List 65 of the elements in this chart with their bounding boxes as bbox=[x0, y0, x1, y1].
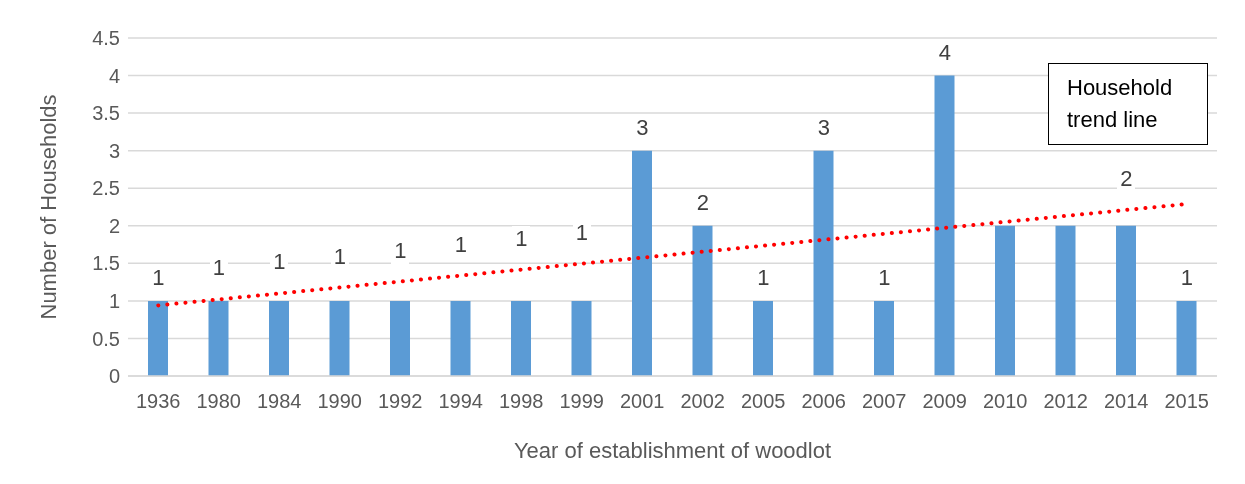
bar bbox=[1055, 225, 1076, 376]
data-label: 1 bbox=[330, 243, 349, 270]
y-tick-label: 4.5 bbox=[92, 27, 120, 50]
data-label: 1 bbox=[875, 264, 894, 291]
bar bbox=[148, 300, 168, 376]
data-label: 1 bbox=[512, 225, 531, 252]
y-tick-label: 4 bbox=[108, 64, 120, 87]
x-tick-label: 1992 bbox=[378, 390, 423, 413]
x-tick-label: 2007 bbox=[862, 390, 907, 413]
data-label: 1 bbox=[149, 264, 168, 291]
bar bbox=[632, 150, 652, 376]
data-label: 1 bbox=[451, 231, 470, 258]
x-tick-label: 2009 bbox=[922, 390, 967, 413]
bar bbox=[511, 300, 531, 376]
x-tick-label: 2012 bbox=[1043, 390, 1088, 413]
bar bbox=[692, 225, 713, 376]
y-tick-label: 2.5 bbox=[92, 177, 120, 200]
x-tick-label: 1994 bbox=[438, 390, 483, 413]
y-tick-label: 1.5 bbox=[92, 252, 120, 275]
bar bbox=[934, 75, 955, 376]
data-label: 1 bbox=[270, 249, 289, 276]
data-label: 3 bbox=[633, 114, 652, 141]
x-tick-label: 2014 bbox=[1104, 390, 1149, 413]
y-tick-label: 0.5 bbox=[92, 327, 120, 350]
data-label: 3 bbox=[814, 114, 833, 141]
bar bbox=[450, 300, 471, 376]
y-tick-label: 0 bbox=[108, 365, 120, 388]
data-label: 1 bbox=[754, 264, 773, 291]
data-label: 4 bbox=[935, 39, 954, 66]
y-tick-label: 2 bbox=[108, 214, 120, 237]
x-tick-label: 2006 bbox=[801, 390, 846, 413]
y-tick-label: 1 bbox=[108, 289, 120, 312]
bar bbox=[390, 300, 410, 376]
x-tick-label: 2001 bbox=[620, 390, 665, 413]
x-tick-label: 1984 bbox=[257, 390, 302, 413]
text: Household trend line bbox=[1067, 75, 1173, 132]
y-axis-title: Number of Households bbox=[35, 94, 61, 320]
x-tick-label: 1998 bbox=[499, 390, 544, 413]
bar bbox=[269, 300, 289, 376]
data-label: 2 bbox=[693, 189, 712, 216]
bar bbox=[208, 300, 229, 376]
x-tick-label: 1990 bbox=[317, 390, 362, 413]
bar bbox=[995, 225, 1015, 376]
y-tick-label: 3.5 bbox=[92, 102, 120, 125]
bar bbox=[1176, 300, 1197, 376]
data-label: 1 bbox=[572, 219, 591, 246]
x-tick-label: 1936 bbox=[136, 390, 181, 413]
data-label: 2 bbox=[1117, 165, 1136, 192]
x-tick-label: 1980 bbox=[196, 390, 241, 413]
data-label: 1 bbox=[391, 237, 410, 264]
bar bbox=[813, 150, 834, 376]
bar bbox=[329, 300, 350, 376]
data-label: 1 bbox=[1177, 264, 1196, 291]
x-tick-label: 2002 bbox=[680, 390, 725, 413]
x-tick-label: 2015 bbox=[1164, 390, 1209, 413]
bar bbox=[1116, 225, 1136, 376]
bar bbox=[874, 300, 894, 376]
data-label: 1 bbox=[209, 255, 228, 282]
x-tick-label: 2005 bbox=[741, 390, 786, 413]
bar bbox=[571, 300, 592, 376]
x-tick-label: 2010 bbox=[983, 390, 1028, 413]
x-tick-label: 1999 bbox=[559, 390, 604, 413]
x-axis-title: Year of establishment of woodlot bbox=[513, 438, 832, 463]
bar bbox=[753, 300, 773, 376]
y-tick-label: 3 bbox=[108, 139, 120, 162]
